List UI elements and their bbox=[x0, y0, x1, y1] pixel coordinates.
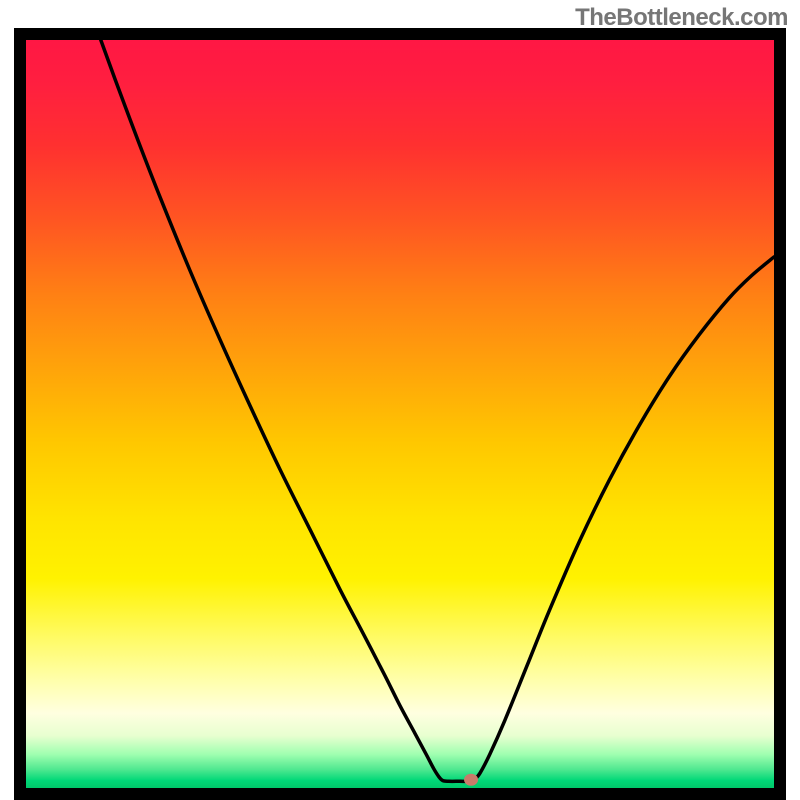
bottleneck-curve bbox=[26, 40, 774, 788]
plot-frame bbox=[14, 28, 786, 800]
plot-area bbox=[26, 40, 774, 788]
optimal-point-marker bbox=[464, 774, 478, 786]
chart-container: TheBottleneck.com bbox=[0, 0, 800, 800]
watermark-text: TheBottleneck.com bbox=[575, 4, 788, 32]
